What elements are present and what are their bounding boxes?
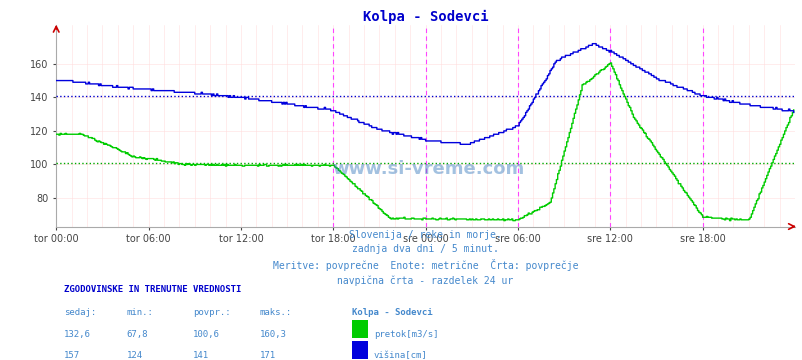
Text: 124: 124 — [126, 351, 142, 360]
Text: Slovenija / reke in morje.
zadnja dva dni / 5 minut.
Meritve: povprečne  Enote: : Slovenija / reke in morje. zadnja dva dn… — [273, 230, 577, 286]
Text: 157: 157 — [63, 351, 79, 360]
Title: Kolpa - Sodevci: Kolpa - Sodevci — [363, 10, 488, 24]
Text: pretok[m3/s]: pretok[m3/s] — [374, 330, 438, 339]
Text: 132,6: 132,6 — [63, 330, 91, 339]
Text: 141: 141 — [192, 351, 209, 360]
Text: povpr.:: povpr.: — [192, 309, 230, 318]
Text: www.si-vreme.com: www.si-vreme.com — [331, 161, 524, 179]
Text: 171: 171 — [259, 351, 275, 360]
Text: 67,8: 67,8 — [126, 330, 148, 339]
Text: sedaj:: sedaj: — [63, 309, 95, 318]
Text: višina[cm]: višina[cm] — [374, 351, 427, 360]
Bar — [351, 320, 367, 338]
Text: maks.:: maks.: — [259, 309, 291, 318]
Bar — [351, 341, 367, 359]
Text: Kolpa - Sodevci: Kolpa - Sodevci — [351, 309, 431, 318]
Text: min.:: min.: — [126, 309, 153, 318]
Text: 100,6: 100,6 — [192, 330, 220, 339]
Text: 160,3: 160,3 — [259, 330, 286, 339]
Text: ZGODOVINSKE IN TRENUTNE VREDNOSTI: ZGODOVINSKE IN TRENUTNE VREDNOSTI — [63, 285, 241, 294]
